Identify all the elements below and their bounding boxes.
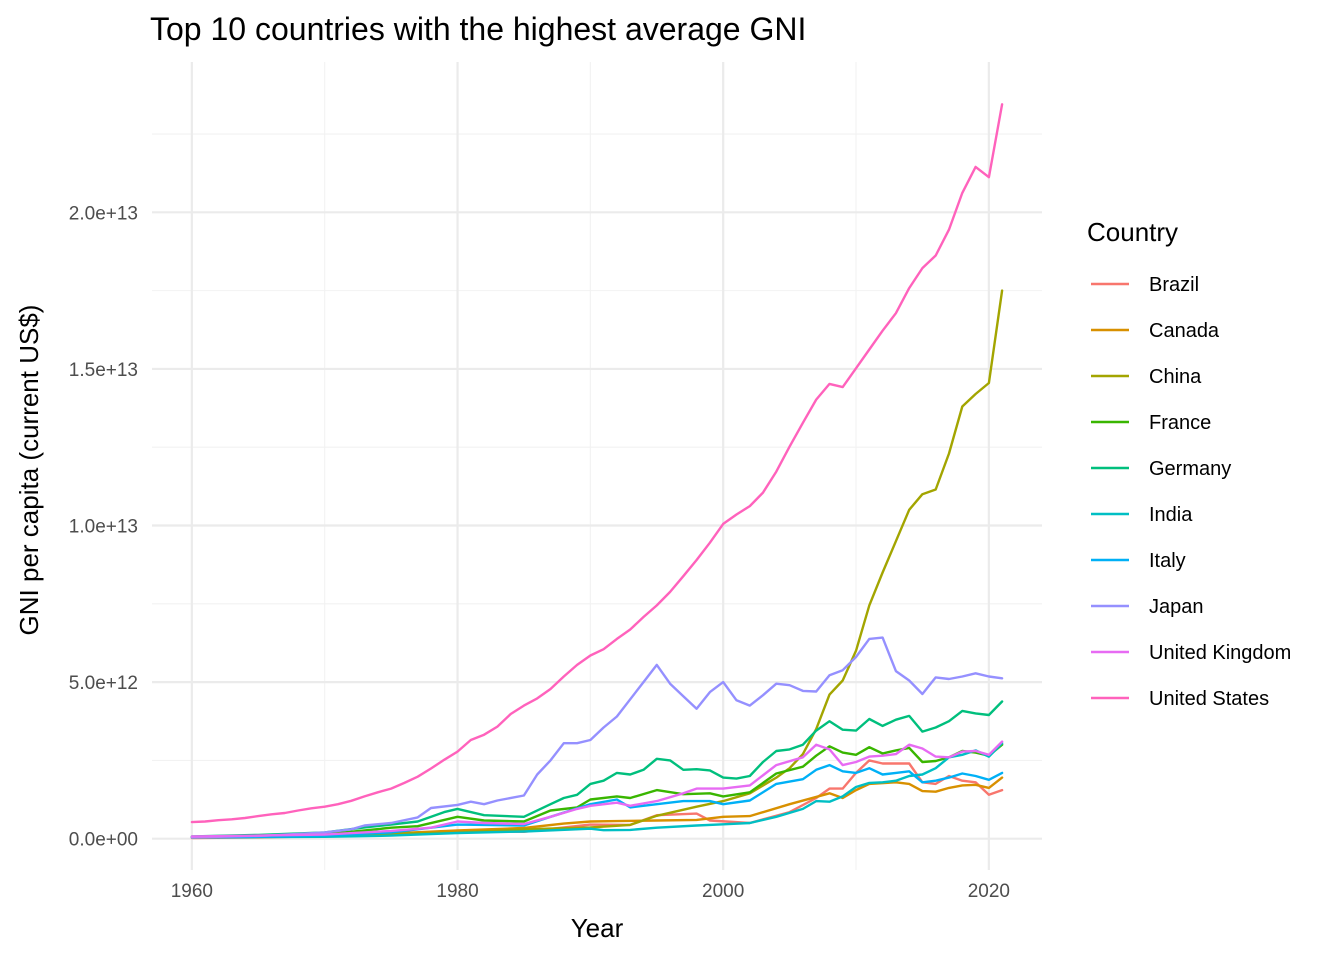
series-line-japan	[190, 636, 1004, 839]
y-axis-title: GNI per capita (current US$)	[14, 305, 44, 636]
series-line-india	[190, 742, 1004, 839]
series-line-france	[190, 743, 1004, 838]
series-line-china	[190, 289, 1004, 838]
legend-label-japan: Japan	[1149, 596, 1204, 618]
legend-label-india: India	[1149, 504, 1193, 526]
y-tick-label: 1.0e+13	[69, 517, 138, 538]
legend-label-united-states: United States	[1149, 688, 1269, 710]
x-tick-label: 2020	[968, 881, 1010, 902]
legend-label-germany: Germany	[1149, 458, 1231, 480]
legend-label-italy: Italy	[1149, 550, 1186, 572]
legend: Country Brazil Canada China France Germany In…	[1087, 217, 1291, 710]
series-lines	[190, 103, 1004, 840]
x-tick-label: 1980	[436, 881, 478, 902]
y-tick-label: 2.0e+13	[69, 203, 138, 224]
y-tick-label: 5.0e+12	[69, 673, 138, 694]
legend-label-canada: Canada	[1149, 320, 1220, 342]
legend-label-brazil: Brazil	[1149, 274, 1199, 296]
grid	[152, 62, 1042, 870]
x-tick-label: 1960	[171, 881, 213, 902]
chart-title: Top 10 countries with the highest averag…	[150, 11, 806, 47]
series-line-germany	[190, 700, 1004, 838]
series-line-canada	[190, 776, 1004, 839]
series-line-united-kingdom	[190, 740, 1004, 838]
x-axis-ticks: 1960 1980 2000 2020	[171, 881, 1010, 902]
legend-title: Country	[1087, 217, 1178, 247]
y-tick-label: 1.5e+13	[69, 360, 138, 381]
x-tick-label: 2000	[702, 881, 744, 902]
y-tick-label: 0.0e+00	[69, 830, 138, 851]
x-axis-title: Year	[571, 913, 624, 943]
legend-label-france: France	[1149, 412, 1211, 434]
y-axis-ticks: 0.0e+00 5.0e+12 1.0e+13 1.5e+13 2.0e+13	[69, 203, 138, 850]
series-line-united-states	[190, 103, 1004, 824]
legend-label-china: China	[1149, 366, 1202, 388]
legend-label-united-kingdom: United Kingdom	[1149, 642, 1291, 664]
series-line-italy	[190, 763, 1004, 839]
